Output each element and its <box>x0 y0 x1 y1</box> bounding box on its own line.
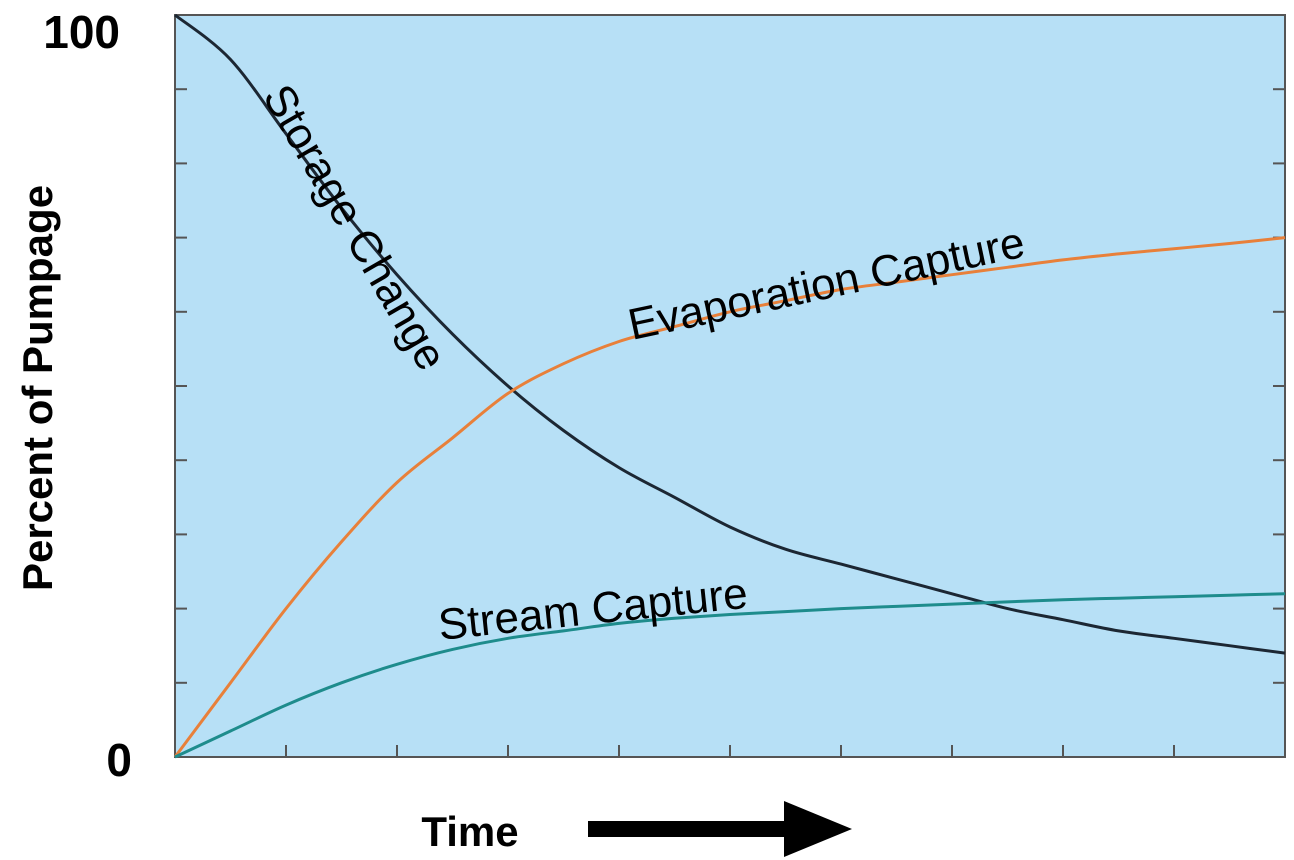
y-tick-label-max: 100 <box>43 6 120 58</box>
y-axis-title: Percent of Pumpage <box>14 185 61 591</box>
x-axis-title: Time <box>421 808 518 855</box>
series-line-storage-change <box>174 13 1286 655</box>
y-tick-label-min: 0 <box>106 734 132 786</box>
series-lines <box>173 13 1286 759</box>
plot-area <box>174 14 1286 758</box>
time-arrow-icon <box>588 801 852 857</box>
series-line-evaporation-capture <box>173 236 1286 758</box>
series-line-stream-capture <box>174 592 1286 759</box>
